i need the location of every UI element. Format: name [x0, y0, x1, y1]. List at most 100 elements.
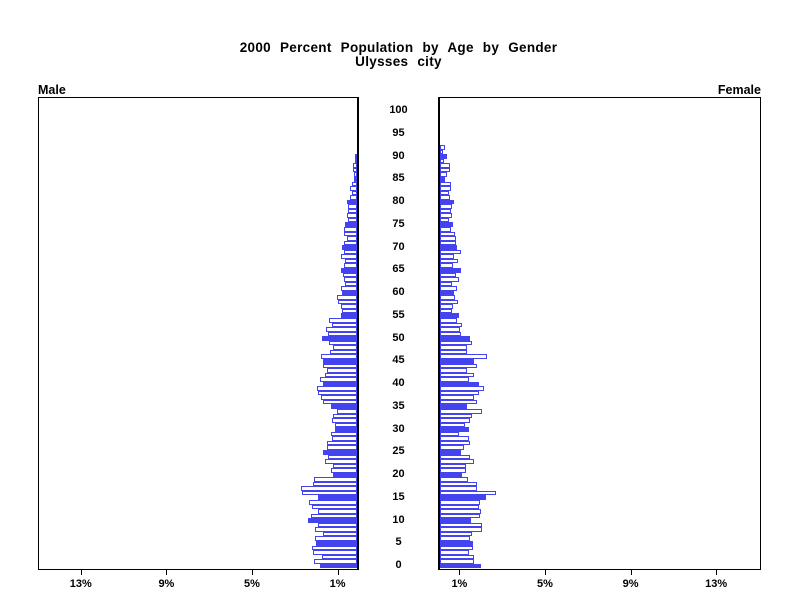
bar-male-age-89 — [354, 158, 357, 164]
age-tick-label-5: 5 — [395, 536, 402, 549]
bar-male-age-70 — [342, 245, 357, 250]
bar-male-age-5 — [316, 540, 357, 546]
bar-female-age-92 — [440, 145, 446, 150]
bar-male-age-59 — [336, 295, 357, 300]
bar-male-age-36 — [322, 399, 357, 405]
bar-female-age-39 — [440, 386, 484, 391]
bar-female-age-79 — [440, 204, 452, 209]
bar-female-age-25 — [440, 449, 462, 455]
age-tick-label-15: 15 — [392, 490, 405, 503]
bar-male-age-43 — [327, 368, 357, 373]
age-tick-label-75: 75 — [392, 217, 405, 230]
bar-male-age-82 — [351, 190, 357, 196]
x-tick-label-female-1: 1% — [451, 578, 468, 590]
x-tick-label-female-9: 9% — [622, 578, 639, 590]
bar-male-age-87 — [352, 167, 357, 173]
bar-male-age-26 — [327, 445, 357, 450]
x-tick-male-5 — [252, 570, 253, 575]
bar-male-age-21 — [331, 468, 357, 473]
bar-male-age-24 — [328, 454, 357, 460]
bar-female-age-46 — [440, 354, 488, 359]
bar-male-age-50 — [321, 336, 357, 341]
bar-male-age-77 — [347, 213, 357, 218]
bar-male-age-48 — [333, 345, 357, 350]
age-tick-label-50: 50 — [392, 331, 405, 344]
bar-female-age-77 — [440, 213, 452, 218]
x-tick-label-male-13: 13% — [69, 578, 92, 590]
bar-male-age-29 — [331, 431, 357, 437]
bar-female-age-35 — [440, 404, 467, 410]
bar-female-age-65 — [440, 267, 462, 273]
bar-female-age-58 — [440, 299, 459, 305]
bar-male-age-34 — [336, 409, 357, 414]
bar-male-age-78 — [348, 208, 357, 214]
bar-male-age-67 — [345, 258, 357, 264]
bar-male-age-51 — [328, 331, 357, 337]
bar-female-age-26 — [440, 445, 464, 450]
bar-female-age-5 — [440, 540, 474, 546]
bar-male-age-16 — [302, 490, 357, 496]
bar-male-age-88 — [352, 163, 357, 168]
x-tick-male-9 — [166, 570, 168, 575]
bar-male-age-61 — [340, 286, 357, 291]
bar-female-age-0 — [440, 563, 481, 569]
bar-female-age-42 — [440, 372, 475, 378]
bar-male-age-54 — [329, 318, 357, 323]
bar-male-age-46 — [320, 354, 357, 359]
bar-male-age-38 — [318, 390, 357, 396]
bar-female-age-12 — [440, 509, 481, 514]
bar-male-age-64 — [343, 272, 357, 278]
bar-male-age-3 — [313, 550, 357, 555]
bar-male-age-90 — [355, 154, 357, 159]
bar-female-age-50 — [440, 336, 470, 341]
bar-male-age-11 — [311, 513, 357, 519]
bar-female-age-59 — [440, 295, 455, 300]
bar-female-age-69 — [440, 249, 462, 255]
bar-female-age-40 — [440, 381, 479, 387]
bar-male-age-71 — [344, 240, 357, 246]
age-tick-label-30: 30 — [392, 422, 405, 435]
bar-female-age-14 — [440, 500, 480, 505]
bar-female-age-36 — [440, 399, 478, 405]
x-tick-female-9 — [630, 570, 632, 575]
bar-female-age-66 — [440, 263, 453, 268]
bar-female-age-54 — [440, 318, 458, 323]
x-tick-label-male-5: 5% — [244, 578, 260, 590]
bar-male-age-9 — [318, 522, 357, 528]
x-tick-male-1 — [337, 570, 339, 575]
bar-male-age-76 — [348, 217, 357, 223]
bar-male-age-8 — [315, 527, 357, 532]
bar-male-age-12 — [318, 509, 357, 514]
bar-male-age-14 — [308, 500, 357, 505]
bar-male-age-20 — [333, 472, 357, 478]
bar-female-age-33 — [440, 413, 473, 419]
bar-female-age-1 — [440, 559, 475, 564]
x-tick-female-13 — [716, 570, 718, 575]
bar-male-age-4 — [312, 545, 357, 551]
bar-female-age-20 — [440, 472, 463, 478]
bar-female-age-72 — [440, 236, 457, 241]
x-tick-female-5 — [545, 570, 546, 575]
bar-female-age-27 — [440, 440, 470, 446]
bar-male-age-74 — [344, 227, 357, 232]
bar-male-age-41 — [319, 377, 357, 382]
age-tick-label-80: 80 — [392, 195, 405, 207]
bar-male-age-62 — [345, 281, 357, 287]
male-group-label: Male — [38, 83, 66, 97]
bar-female-age-24 — [440, 454, 470, 460]
bar-female-age-43 — [440, 368, 467, 373]
bar-female-age-73 — [440, 231, 455, 237]
age-tick-label-20: 20 — [392, 468, 405, 480]
bar-female-age-90 — [440, 154, 448, 159]
age-tick-label-70: 70 — [392, 240, 405, 253]
bar-female-age-52 — [440, 327, 461, 332]
bar-female-age-17 — [440, 486, 478, 491]
bar-female-age-87 — [440, 167, 450, 173]
bar-male-age-0 — [319, 563, 357, 569]
bar-female-age-13 — [440, 504, 479, 510]
bar-female-age-10 — [440, 518, 472, 523]
bar-male-age-27 — [327, 440, 357, 446]
bar-female-age-75 — [440, 222, 453, 228]
bar-female-age-83 — [440, 186, 451, 191]
